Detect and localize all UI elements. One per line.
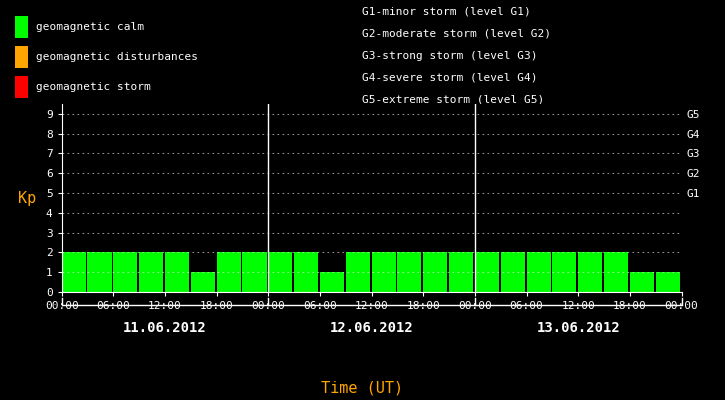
Bar [242,252,267,292]
Text: geomagnetic storm: geomagnetic storm [36,82,151,92]
FancyBboxPatch shape [14,46,28,68]
Bar [294,252,318,292]
Text: 13.06.2012: 13.06.2012 [536,321,620,335]
Bar [113,252,138,292]
Bar [423,252,447,292]
Bar [320,272,344,292]
Bar [526,252,550,292]
Bar [397,252,421,292]
Text: geomagnetic disturbances: geomagnetic disturbances [36,52,198,62]
Text: G1-minor storm (level G1): G1-minor storm (level G1) [362,7,531,17]
Bar [165,252,189,292]
Text: geomagnetic calm: geomagnetic calm [36,22,144,32]
Bar [139,252,163,292]
Text: G4-severe storm (level G4): G4-severe storm (level G4) [362,73,538,83]
Bar [191,272,215,292]
Text: 11.06.2012: 11.06.2012 [123,321,207,335]
FancyBboxPatch shape [14,16,28,38]
Bar [552,252,576,292]
Bar [630,272,654,292]
Bar [217,252,241,292]
Bar [371,252,396,292]
Bar [449,252,473,292]
Bar [655,272,680,292]
Bar [475,252,499,292]
Text: G2-moderate storm (level G2): G2-moderate storm (level G2) [362,29,552,39]
Text: G3-strong storm (level G3): G3-strong storm (level G3) [362,51,538,61]
Bar [346,252,370,292]
Text: 12.06.2012: 12.06.2012 [330,321,413,335]
Bar [579,252,602,292]
Bar [501,252,525,292]
FancyBboxPatch shape [14,76,28,98]
Bar [88,252,112,292]
Bar [604,252,628,292]
Text: G5-extreme storm (level G5): G5-extreme storm (level G5) [362,95,544,105]
Bar [62,252,86,292]
Text: Time (UT): Time (UT) [321,380,404,396]
Bar [268,252,292,292]
Text: Kp: Kp [18,190,37,206]
